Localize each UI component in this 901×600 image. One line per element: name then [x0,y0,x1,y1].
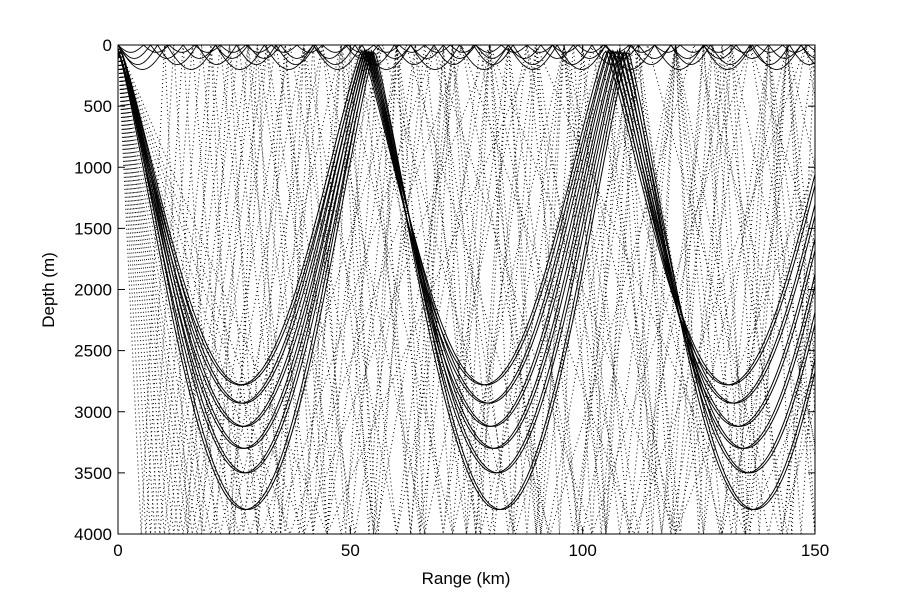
y-tick-label: 0 [103,36,112,55]
surface-ray [118,45,815,53]
bottom-bounce-ray [118,45,815,534]
refracted-ray [118,49,815,449]
x-tick-label: 0 [113,541,122,560]
refracted-ray [118,49,815,404]
y-tick-label: 2500 [74,342,112,361]
refracted-ray [118,48,815,404]
bottom-bounce-ray [118,45,815,534]
y-tick-label: 500 [84,97,112,116]
bottom-bounce-ray [118,45,815,534]
y-axis-label: Depth (m) [39,252,58,328]
x-tick-label: 100 [568,541,596,560]
y-tick-label: 2000 [74,281,112,300]
refracted-ray [118,49,815,427]
refracted-ray [118,49,815,386]
refracted-ray [118,48,815,449]
y-tick-label: 1000 [74,158,112,177]
refracted-ray [118,49,815,427]
y-tick-label: 3500 [74,464,112,483]
refracted-rays [118,48,815,511]
surface-rays [118,45,815,70]
y-tick-label: 3000 [74,403,112,422]
bottom-bounce-ray [118,45,815,534]
y-axis: 0 500 1000 1500 2000 2500 3000 3500 4000 [74,36,815,544]
bottom-bounce-ray [118,45,815,534]
refracted-ray [118,49,815,511]
x-axis-label: Range (km) [422,569,511,588]
x-tick-label: 50 [341,541,360,560]
x-axis: 0 50 100 150 [113,45,829,560]
refracted-ray [118,49,815,511]
bottom-bounce-ray [118,45,815,534]
refracted-ray [118,49,815,474]
y-tick-label: 1500 [74,219,112,238]
surface-ray [118,45,815,70]
y-tick-label: 4000 [74,525,112,544]
bottom-bounce-ray [118,45,815,534]
refracted-ray [118,48,815,386]
bottom-bounce-rays [118,45,815,534]
x-tick-label: 150 [801,541,829,560]
